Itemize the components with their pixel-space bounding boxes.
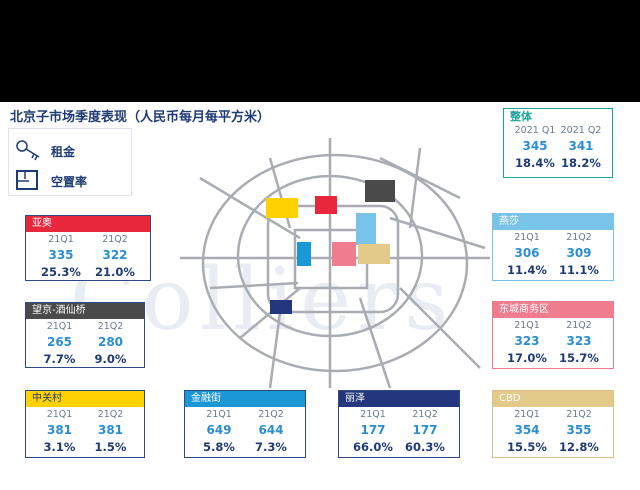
dongcheng-rent-q1: 323 xyxy=(514,334,540,348)
legend-vacancy: 空置率 xyxy=(15,169,87,193)
card-dongcheng: 东城商务区 21Q1 21Q2 323 323 17.0% 15.7% xyxy=(492,301,614,369)
jinrongjie-rent-q1: 649 xyxy=(206,423,232,437)
marker-yaao xyxy=(315,196,337,214)
overall-vac-q1: 18.4% xyxy=(515,156,555,170)
floorplan-icon xyxy=(15,169,43,193)
card-lize: 丽泽 21Q1 21Q2 177 177 66.0% 60.3% xyxy=(338,390,460,458)
dongcheng-vac-q1: 17.0% xyxy=(507,351,547,365)
jinrongjie-rent-q2: 644 xyxy=(258,423,284,437)
card-jinrongjie-title: 金融街 xyxy=(185,391,305,407)
yaao-vac-q1: 25.3% xyxy=(41,265,81,279)
legend: 租金 空置率 xyxy=(8,128,132,196)
lize-rent-q2: 177 xyxy=(412,423,438,437)
marker-cbd xyxy=(358,244,390,264)
yansha-rent-q1: 306 xyxy=(514,246,540,260)
zhongguancun-rent-q2: 381 xyxy=(97,423,124,437)
card-yansha: 燕莎 21Q1 21Q2 306 309 11.4% 11.1% xyxy=(492,213,614,281)
wangjing-q2: 21Q2 xyxy=(97,321,124,332)
jinrongjie-vac-q2: 7.3% xyxy=(255,440,287,454)
yaao-q2: 21Q2 xyxy=(102,234,128,245)
marker-wangjing xyxy=(365,180,395,202)
cbd-q2: 21Q2 xyxy=(566,409,592,420)
overall-vac-q2: 18.2% xyxy=(561,156,601,170)
legend-rent-label: 租金 xyxy=(51,144,76,159)
zhongguancun-q2: 21Q2 xyxy=(97,409,124,420)
beijing-road-map xyxy=(180,138,490,388)
dongcheng-q2: 21Q2 xyxy=(566,320,592,331)
dongcheng-rent-q2: 323 xyxy=(566,334,592,348)
yaao-rent-q1: 335 xyxy=(48,248,74,262)
jinrongjie-q1: 21Q1 xyxy=(206,409,232,420)
zhongguancun-rent-q1: 381 xyxy=(46,423,73,437)
lize-rent-q1: 177 xyxy=(360,423,386,437)
lize-vac-q1: 66.0% xyxy=(353,440,393,454)
legend-rent: 租金 xyxy=(15,139,75,163)
card-yaao-title: 亚奥 xyxy=(26,216,150,232)
yaao-q1: 21Q1 xyxy=(48,234,74,245)
lize-q2: 21Q2 xyxy=(412,409,438,420)
card-cbd-title: CBD xyxy=(493,391,613,407)
card-wangjing: 望京-酒仙桥 21Q1 21Q2 265 280 7.7% 9.0% xyxy=(25,302,145,368)
yansha-q2: 21Q2 xyxy=(566,232,592,243)
marker-jinrongjie xyxy=(297,242,311,266)
dongcheng-q1: 21Q1 xyxy=(514,320,540,331)
card-dongcheng-title: 东城商务区 xyxy=(493,302,613,318)
card-yansha-title: 燕莎 xyxy=(493,214,613,230)
page-title: 北京子市场季度表现（人民币每月每平方米） xyxy=(10,110,271,125)
wangjing-vac-q1: 7.7% xyxy=(43,352,76,366)
card-overall-title: 整体 xyxy=(510,110,532,123)
wangjing-vac-q2: 9.0% xyxy=(94,352,127,366)
card-cbd: CBD 21Q1 21Q2 354 355 15.5% 12.8% xyxy=(492,390,614,458)
card-zhongguancun-title: 中关村 xyxy=(26,391,144,407)
overall-rent-q1: 345 xyxy=(522,139,548,153)
card-wangjing-title: 望京-酒仙桥 xyxy=(26,303,144,319)
key-icon xyxy=(15,139,43,163)
wangjing-q1: 21Q1 xyxy=(46,321,73,332)
cbd-rent-q2: 355 xyxy=(566,423,592,437)
dongcheng-vac-q2: 15.7% xyxy=(559,351,599,365)
card-yaao: 亚奥 21Q1 21Q2 335 322 25.3% 21.0% xyxy=(25,215,151,281)
marker-lize xyxy=(270,300,292,314)
marker-dongcheng xyxy=(332,242,356,266)
card-lize-title: 丽泽 xyxy=(339,391,459,407)
wangjing-rent-q2: 280 xyxy=(97,335,124,349)
cbd-q1: 21Q1 xyxy=(514,409,540,420)
marker-zhongguancun xyxy=(266,198,298,218)
yansha-vac-q1: 11.4% xyxy=(507,263,547,277)
lize-vac-q2: 60.3% xyxy=(405,440,445,454)
cbd-rent-q1: 354 xyxy=(514,423,540,437)
marker-yansha xyxy=(356,213,376,245)
lize-q1: 21Q1 xyxy=(360,409,386,420)
overall-q2: 2021 Q2 xyxy=(560,125,602,136)
card-jinrongjie: 金融街 21Q1 21Q2 649 644 5.8% 7.3% xyxy=(184,390,306,458)
zhongguancun-vac-q2: 1.5% xyxy=(94,440,127,454)
wangjing-rent-q1: 265 xyxy=(46,335,73,349)
card-zhongguancun: 中关村 21Q1 21Q2 381 381 3.1% 1.5% xyxy=(25,390,145,458)
zhongguancun-q1: 21Q1 xyxy=(46,409,73,420)
cbd-vac-q1: 15.5% xyxy=(507,440,547,454)
yansha-rent-q2: 309 xyxy=(566,246,592,260)
overall-rent-q2: 341 xyxy=(568,139,594,153)
yansha-vac-q2: 11.1% xyxy=(559,263,599,277)
yaao-vac-q2: 21.0% xyxy=(95,265,135,279)
overall-q1: 2021 Q1 xyxy=(514,125,556,136)
jinrongjie-q2: 21Q2 xyxy=(258,409,284,420)
yansha-q1: 21Q1 xyxy=(514,232,540,243)
legend-vacancy-label: 空置率 xyxy=(51,174,88,189)
yaao-rent-q2: 322 xyxy=(102,248,128,262)
zhongguancun-vac-q1: 3.1% xyxy=(43,440,76,454)
card-overall: 整体 2021 Q1 2021 Q2 345 341 18.4% 18.2% xyxy=(503,108,613,178)
cbd-vac-q2: 12.8% xyxy=(559,440,599,454)
jinrongjie-vac-q1: 5.8% xyxy=(203,440,235,454)
